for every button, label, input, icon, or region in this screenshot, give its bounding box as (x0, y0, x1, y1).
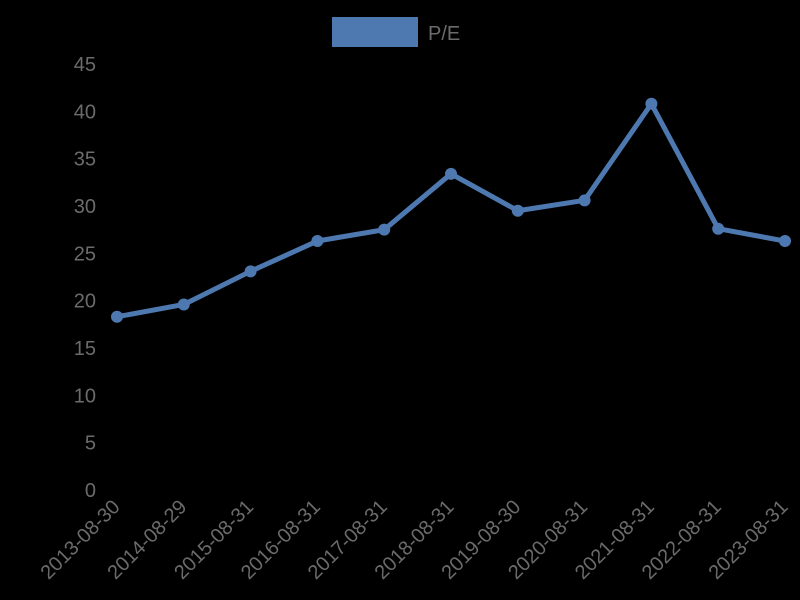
data-point-marker (111, 310, 123, 323)
pe-line (116, 101, 786, 320)
data-point-marker (378, 223, 391, 236)
data-point-marker (177, 298, 190, 311)
data-point-marker (712, 222, 725, 235)
data-point-marker (244, 265, 257, 278)
y-tick-label: 35 (74, 149, 96, 171)
y-tick-label: 15 (74, 338, 96, 360)
data-point-marker (578, 194, 591, 207)
data-point-marker (311, 235, 324, 248)
y-tick-label: 45 (74, 54, 96, 76)
legend: P/E (332, 17, 460, 47)
data-point-marker (779, 235, 791, 248)
y-tick-label: 0 (85, 480, 96, 502)
y-tick-label: 40 (74, 101, 96, 123)
y-tick-label: 30 (74, 196, 96, 218)
series-pe (111, 97, 791, 323)
y-tick-label: 10 (74, 385, 96, 407)
legend-label: P/E (428, 23, 460, 45)
y-axis: 0 5 10 15 20 25 30 35 40 45 (74, 54, 96, 502)
y-tick-label: 5 (85, 433, 96, 455)
data-point-marker (645, 97, 658, 110)
data-point-marker (511, 204, 524, 217)
data-point-marker (445, 167, 457, 180)
legend-swatch (332, 17, 418, 47)
x-axis: 2013-08-302014-08-292015-08-312016-08-31… (37, 496, 793, 584)
y-tick-label: 25 (74, 243, 96, 265)
y-tick-label: 20 (74, 291, 96, 313)
